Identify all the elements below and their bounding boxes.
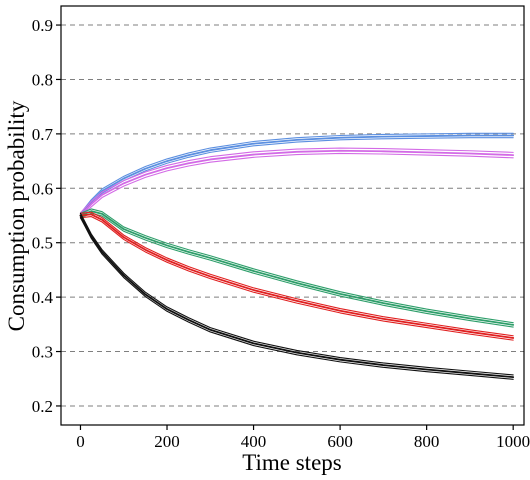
x-axis-title: Time steps bbox=[242, 450, 342, 475]
y-tick-label: 0.7 bbox=[32, 125, 54, 144]
x-tick-label: 600 bbox=[327, 432, 353, 451]
series-lower-bound bbox=[79, 217, 514, 380]
y-tick-label: 0.5 bbox=[32, 234, 53, 253]
series-upper-bound bbox=[79, 132, 514, 214]
y-axis-title: Consumption probability bbox=[4, 100, 29, 331]
y-tick-label: 0.2 bbox=[32, 397, 53, 416]
series-upper-bound bbox=[79, 208, 514, 324]
series-line bbox=[79, 134, 515, 217]
series-line bbox=[79, 210, 515, 326]
x-tick-label: 200 bbox=[154, 432, 180, 451]
y-tick-label: 0.9 bbox=[32, 16, 53, 35]
series-lower-bound bbox=[79, 216, 514, 341]
plot-frame bbox=[60, 5, 525, 426]
series-lower-bound bbox=[79, 212, 514, 328]
grid-lines bbox=[61, 24, 524, 407]
series-line bbox=[79, 149, 515, 217]
x-tick-label: 1000 bbox=[496, 432, 530, 451]
series-5 bbox=[79, 212, 515, 380]
y-tick-label: 0.3 bbox=[32, 343, 53, 362]
series-3 bbox=[79, 208, 515, 328]
y-tick-label: 0.4 bbox=[32, 288, 54, 307]
x-tick-label: 0 bbox=[76, 432, 85, 451]
y-axis: 0.2 0.3 0.4 0.5 0.6 0.7 0.8 0.9 bbox=[32, 16, 61, 416]
series-2 bbox=[79, 147, 515, 219]
y-tick-label: 0.6 bbox=[32, 179, 53, 198]
series-line bbox=[79, 214, 515, 379]
series-upper-bound bbox=[79, 147, 514, 214]
series-lines bbox=[79, 132, 515, 380]
series-4 bbox=[79, 211, 515, 341]
series-line bbox=[79, 213, 515, 339]
series-1 bbox=[79, 132, 515, 219]
series-lower-bound bbox=[79, 137, 514, 219]
x-tick-label: 800 bbox=[414, 432, 440, 451]
series-lower-bound bbox=[79, 152, 514, 219]
series-upper-bound bbox=[79, 212, 514, 376]
x-tick-label: 400 bbox=[241, 432, 267, 451]
series-upper-bound bbox=[79, 211, 514, 337]
x-axis: 0 200 400 600 800 1000 bbox=[76, 425, 530, 451]
y-tick-label: 0.8 bbox=[32, 70, 53, 89]
